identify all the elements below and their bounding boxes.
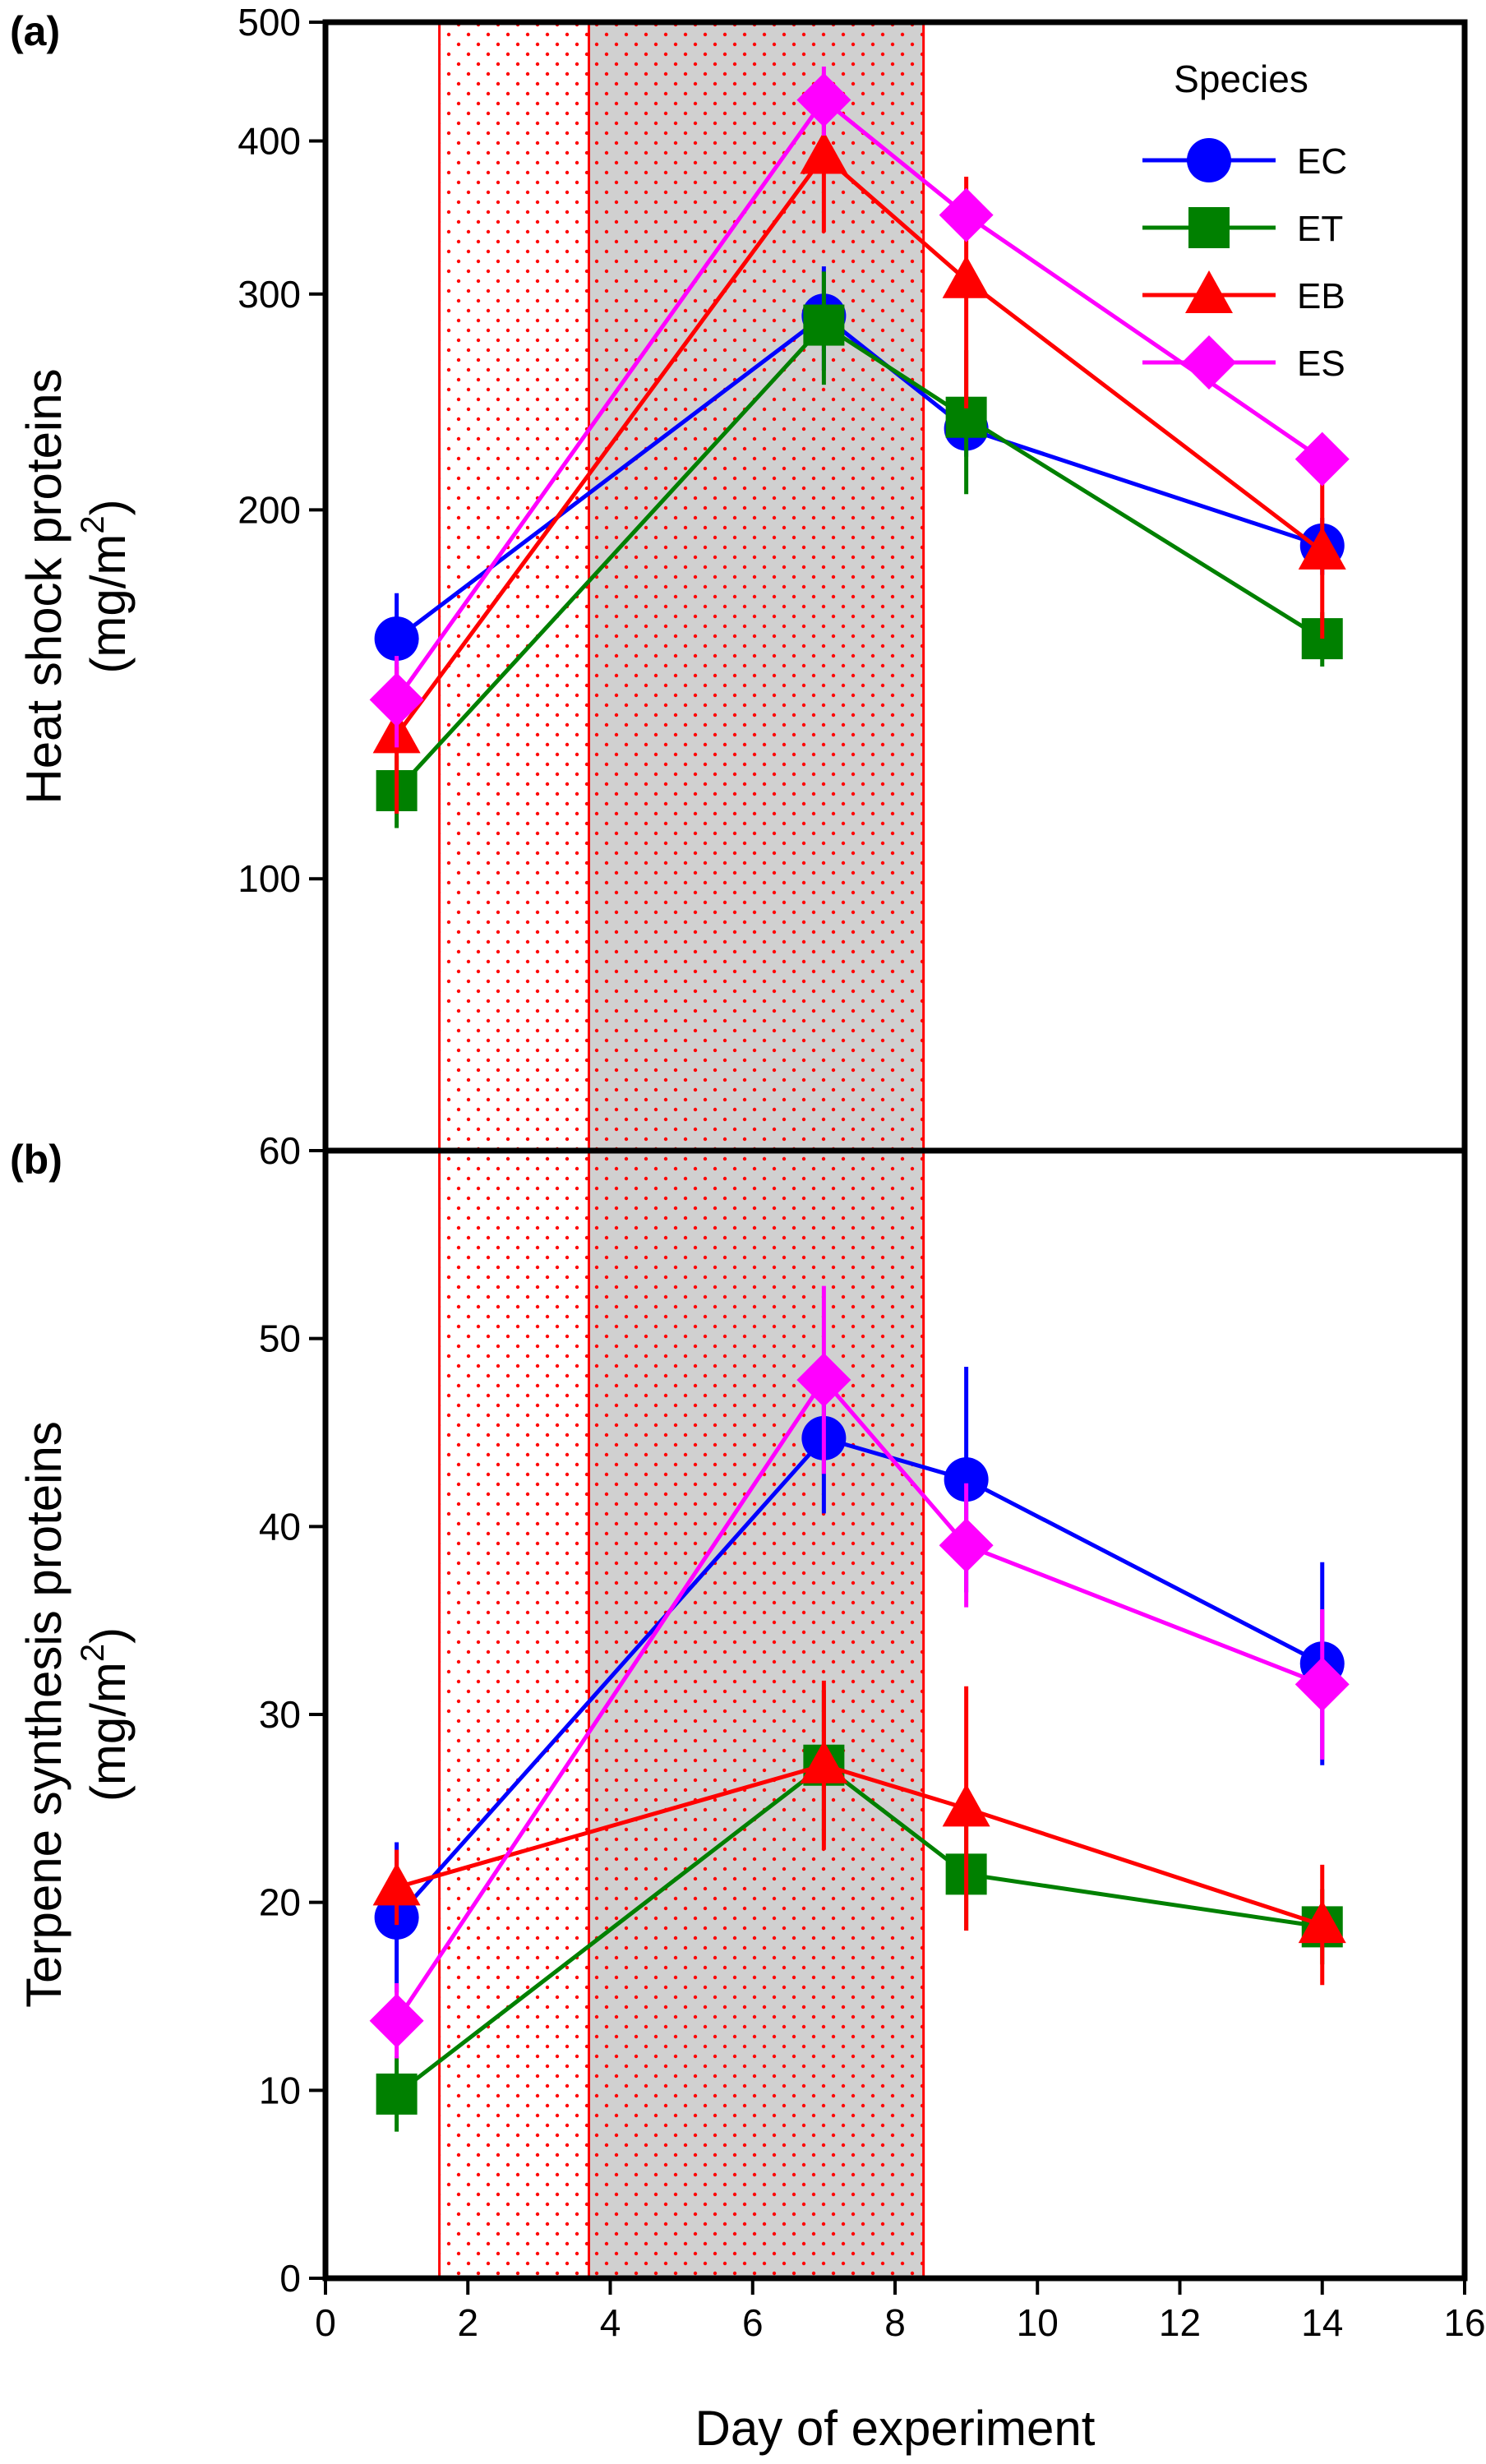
shaded-region: [438, 22, 591, 1151]
data-point: [942, 1783, 990, 1827]
y-tick-label: 30: [259, 1693, 301, 1736]
data-point: [942, 255, 990, 298]
shaded-region: [588, 1151, 925, 2278]
data-point: [1298, 1900, 1346, 1944]
shaded-region: [438, 1151, 591, 2278]
shaded-region: [588, 22, 925, 1151]
y-tick-label: 400: [238, 119, 301, 162]
x-tick-label: 16: [1443, 2301, 1485, 2344]
shaded-region-dots: [588, 1151, 924, 2278]
series-line: [395, 323, 1324, 792]
legend-label: ES: [1297, 344, 1345, 384]
legend-label: EC: [1297, 141, 1347, 182]
data-point: [1298, 526, 1346, 570]
y-tick-label: 20: [259, 1881, 301, 1924]
y-tick-label: 200: [238, 488, 301, 531]
data-point: [369, 672, 424, 727]
data-point: [376, 2073, 418, 2115]
data-point: [1294, 431, 1350, 487]
x-tick-label: 8: [884, 2301, 906, 2344]
y-axis-title: Heat shock proteins: [16, 368, 72, 804]
series-eb: [372, 1680, 1346, 1986]
panel-label: (a): [10, 8, 60, 54]
data-point: [372, 1862, 421, 1906]
legend-title: Species: [1174, 58, 1308, 100]
data-point: [796, 72, 851, 127]
x-tick-label: 4: [600, 2301, 621, 2344]
series-line: [395, 1763, 1323, 2096]
legend-marker: [1187, 138, 1231, 182]
y-tick-label: 300: [238, 273, 301, 316]
y-axis-title: Terpene synthesis proteins: [16, 1421, 72, 2008]
y-axis-unit: (mg/m2): [75, 499, 136, 673]
y-axis-unit: (mg/m2): [75, 1627, 136, 1802]
series-line: [395, 154, 1324, 736]
y-tick-label: 10: [259, 2069, 301, 2111]
y-tick-label: 50: [259, 1317, 301, 1360]
legend-marker: [1185, 270, 1233, 313]
x-tick-label: 12: [1159, 2301, 1201, 2344]
series-line: [395, 98, 1324, 701]
series-line: [395, 1377, 1323, 2023]
x-tick-label: 0: [315, 2301, 336, 2344]
data-point: [803, 304, 845, 346]
legend-label: ET: [1297, 209, 1343, 249]
y-tick-label: 40: [259, 1505, 301, 1548]
data-point: [374, 616, 419, 662]
series-es: [369, 1285, 1350, 2059]
panel-label: (b): [10, 1137, 62, 1183]
legend-label: EB: [1297, 276, 1345, 316]
shaded-region-dots: [439, 22, 589, 1151]
legend-marker: [1188, 207, 1230, 248]
x-axis-title: Day of experiment: [695, 2401, 1096, 2456]
x-tick-label: 14: [1301, 2301, 1343, 2344]
data-point: [800, 131, 848, 174]
x-tick-label: 6: [742, 2301, 764, 2344]
series-es: [369, 66, 1350, 748]
x-tick-label: 2: [457, 2301, 478, 2344]
data-point: [1294, 1657, 1350, 1712]
shaded-region-dots: [588, 22, 924, 1151]
data-point: [796, 1352, 851, 1407]
panel-a: 100 200 300 400 500 (a) Heat shock proteins (mg…: [10, 1, 1468, 1154]
y-tick-label: 100: [238, 857, 301, 900]
series-line: [395, 1436, 1323, 1919]
x-tick-label: 10: [1017, 2301, 1059, 2344]
series-line: [395, 1763, 1323, 1927]
y-tick-label: 500: [238, 1, 301, 44]
legend-marker: [1182, 335, 1236, 390]
data-point: [369, 1993, 424, 2048]
shaded-region-dots: [439, 1151, 589, 2278]
y-tick-label: 60: [259, 1129, 301, 1172]
y-tick-label: 0: [279, 2257, 301, 2300]
series-et: [376, 271, 1343, 828]
legend: Species EC ET EB ES: [1142, 58, 1347, 390]
data-point: [800, 1740, 848, 1783]
data-point: [939, 1518, 994, 1573]
panel-b: 0 10 20 30 40 50 60 0 2 4 6 8 10 12 14 16 Day of experim…: [10, 1129, 1486, 2456]
data-point: [944, 1457, 989, 1502]
data-point: [939, 187, 994, 242]
